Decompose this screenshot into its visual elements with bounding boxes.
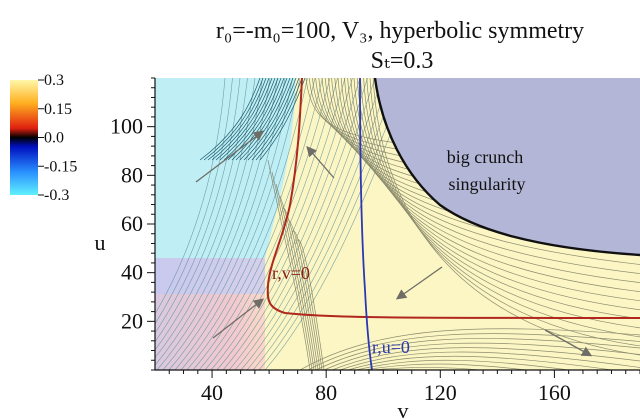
contour-line — [339, 351, 640, 370]
contour-line — [356, 78, 640, 311]
colorbar: 0.3 0.15 0.0 -0.15 -0.3 — [10, 72, 77, 204]
contour-line — [231, 78, 285, 161]
contour-line — [299, 328, 640, 370]
contour-line — [366, 78, 640, 338]
contour-line — [291, 230, 323, 370]
y-tick-label: 20 — [121, 308, 143, 333]
contour-line — [216, 78, 353, 370]
contour-line — [340, 78, 640, 265]
contour-line — [234, 78, 376, 370]
contour-line — [355, 359, 572, 370]
ru-zero-label: r,u=0 — [372, 337, 410, 357]
x-axis-label: v — [398, 398, 409, 419]
contour-line — [186, 78, 316, 370]
contour-line — [347, 78, 640, 283]
contour-line — [211, 78, 270, 161]
colorbar-gradient — [10, 80, 38, 195]
contour-line — [287, 219, 321, 370]
contour-line — [219, 78, 276, 161]
contour-line — [198, 78, 331, 370]
colorbar-tick-label: -0.15 — [44, 158, 77, 175]
contour-line — [267, 159, 311, 370]
rv-zero-curve — [266, 78, 640, 319]
x-tick-label: 120 — [424, 380, 457, 405]
colorbar-tick-label: -0.3 — [44, 187, 69, 204]
contour-line — [275, 183, 315, 370]
contour-line — [251, 78, 300, 161]
blue-band-region — [155, 258, 265, 294]
contour-line — [255, 78, 303, 161]
contour-line — [204, 78, 338, 370]
contour-line — [363, 363, 530, 370]
y-tick-label: 60 — [121, 211, 143, 236]
x-tick-label: 80 — [315, 380, 337, 405]
flow-arrow — [195, 130, 265, 183]
contour-line — [307, 333, 640, 370]
contour-line — [155, 78, 241, 334]
rv-zero-label: r,v=0 — [272, 263, 310, 283]
cyan-region — [155, 78, 296, 258]
y-axis-label: u — [95, 230, 106, 255]
flow-arrow — [212, 298, 265, 339]
contour-line — [155, 78, 226, 315]
crunch-curve — [373, 78, 640, 257]
contour-line — [155, 78, 256, 351]
contour-line — [347, 355, 615, 370]
contour-line — [235, 78, 288, 161]
contour-line — [369, 78, 640, 347]
contour-line — [203, 78, 264, 161]
ru-zero-curve — [359, 78, 373, 370]
contour-line — [207, 78, 267, 161]
contour-line — [279, 195, 317, 370]
contour-line — [239, 78, 291, 161]
flow-arrow — [306, 146, 335, 179]
contour-line — [360, 78, 640, 320]
flow-arrows — [195, 130, 593, 357]
y-tick-label: 100 — [110, 114, 143, 139]
contour-line — [252, 78, 398, 370]
contour-line — [223, 78, 279, 161]
contour-line — [372, 78, 640, 356]
plot-area: big crunch singularity r,v=0 r,u=0 — [155, 78, 640, 370]
contour-line — [168, 78, 293, 370]
contour-line — [155, 78, 263, 359]
chart-subtitle: Sₜ=0.3 — [371, 48, 434, 74]
contour-line — [371, 367, 485, 370]
contour-line — [271, 171, 313, 370]
x-tick-label: 160 — [538, 380, 571, 405]
contour-line — [240, 78, 383, 370]
contour-line — [363, 78, 640, 329]
contour-line — [247, 78, 297, 161]
colorbar-tick-label: 0.15 — [44, 101, 72, 118]
singularity-label-line2: singularity — [449, 174, 526, 194]
contour-line — [215, 78, 273, 161]
axes: 40 80 120 160 20 40 60 80 100 v u — [95, 77, 640, 419]
contour-line — [155, 78, 233, 325]
contour-line — [344, 78, 640, 274]
contour-line — [174, 78, 301, 370]
contour-line — [246, 78, 391, 370]
contour-line — [180, 78, 308, 370]
contour-line — [350, 78, 640, 293]
y-tick-label: 80 — [121, 162, 143, 187]
contour-line — [199, 78, 261, 161]
flow-arrow — [544, 329, 593, 357]
contour-line — [243, 78, 294, 161]
colorbar-tick-label: 0.0 — [44, 130, 64, 147]
chart-title: r₀=-m₀=100, V₃, hyperbolic symmetry — [216, 18, 584, 44]
contour-line — [155, 78, 271, 366]
x-tick-label: 40 — [201, 380, 223, 405]
y-tick-label: 40 — [121, 260, 143, 285]
singularity-region — [375, 78, 640, 255]
flow-arrow — [395, 266, 443, 300]
contour-line — [315, 338, 640, 370]
singularity-label-line1: big crunch — [447, 147, 523, 167]
contour-line — [353, 78, 640, 302]
contour-line — [295, 239, 325, 370]
colorbar-tick-label: 0.3 — [44, 72, 64, 89]
contour-line — [162, 78, 286, 370]
contour-line — [222, 78, 361, 370]
contour-line — [192, 78, 323, 370]
